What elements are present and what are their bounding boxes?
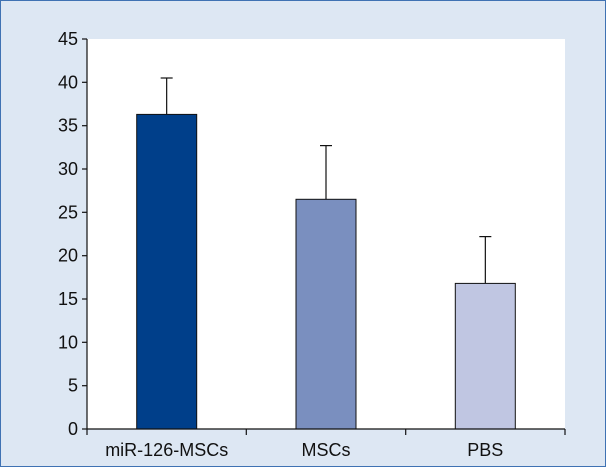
y-tick-label: 45	[58, 29, 78, 49]
y-tick-label: 20	[58, 246, 78, 266]
y-tick-label: 0	[68, 419, 78, 439]
bar-pbs	[454, 282, 516, 430]
bars-group	[136, 113, 516, 430]
y-tick-label: 10	[58, 332, 78, 352]
y-tick-label: 40	[58, 72, 78, 92]
x-axis: miR-126-MSCs MSCs PBS	[86, 428, 566, 460]
y-tick-label: 5	[68, 376, 78, 396]
x-tick-label: MSCs	[302, 440, 351, 460]
x-tick-label: miR-126-MSCs	[105, 440, 228, 460]
y-tick-label: 25	[58, 202, 78, 222]
bar-mscs	[295, 198, 357, 430]
y-tick-label: 30	[58, 159, 78, 179]
y-axis: 0 5 10 15 20 25 30 35 40 45	[58, 29, 88, 439]
x-tick-label: PBS	[467, 440, 503, 460]
error-bars-group	[160, 77, 492, 284]
y-tick-label: 35	[58, 116, 78, 136]
bar-mir-126-mscs	[136, 113, 198, 430]
y-tick-label: 15	[58, 289, 78, 309]
